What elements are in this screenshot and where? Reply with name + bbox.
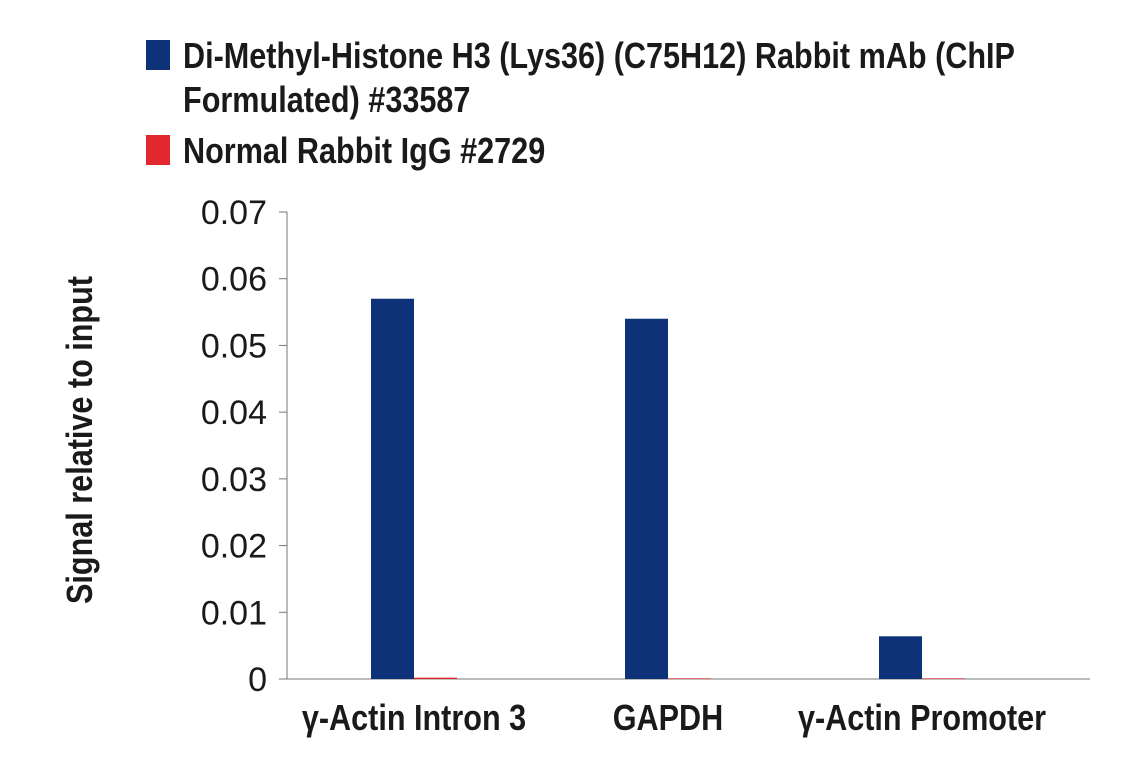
y-tick-label: 0.05 <box>201 327 267 365</box>
y-tick-label: 0.04 <box>201 394 267 432</box>
x-tick-label: GAPDH <box>613 699 723 739</box>
legend-swatch <box>146 40 170 70</box>
bar <box>414 677 457 679</box>
legend-label: Di-Methyl-Histone H3 (Lys36) (C75H12) Ra… <box>183 35 1015 120</box>
x-tick-label: γ-Actin Intron 3 <box>302 699 526 739</box>
y-tick-label: 0.01 <box>201 594 267 632</box>
y-tick-label: 0.03 <box>201 461 267 499</box>
legend-swatch <box>146 135 170 165</box>
y-tick-label: 0.07 <box>201 194 267 232</box>
bar <box>668 678 711 679</box>
bar <box>371 298 414 679</box>
bar <box>922 678 965 679</box>
y-axis-title: Signal relative to input <box>61 276 101 604</box>
bar <box>879 636 922 679</box>
x-tick-label: γ-Actin Promoter <box>798 699 1046 739</box>
y-tick-label: 0 <box>248 661 267 699</box>
bar <box>625 318 668 679</box>
y-tick-label: 0.02 <box>201 528 267 566</box>
legend-label: Normal Rabbit IgG #2729 <box>183 130 546 171</box>
y-tick-label: 0.06 <box>201 261 267 299</box>
